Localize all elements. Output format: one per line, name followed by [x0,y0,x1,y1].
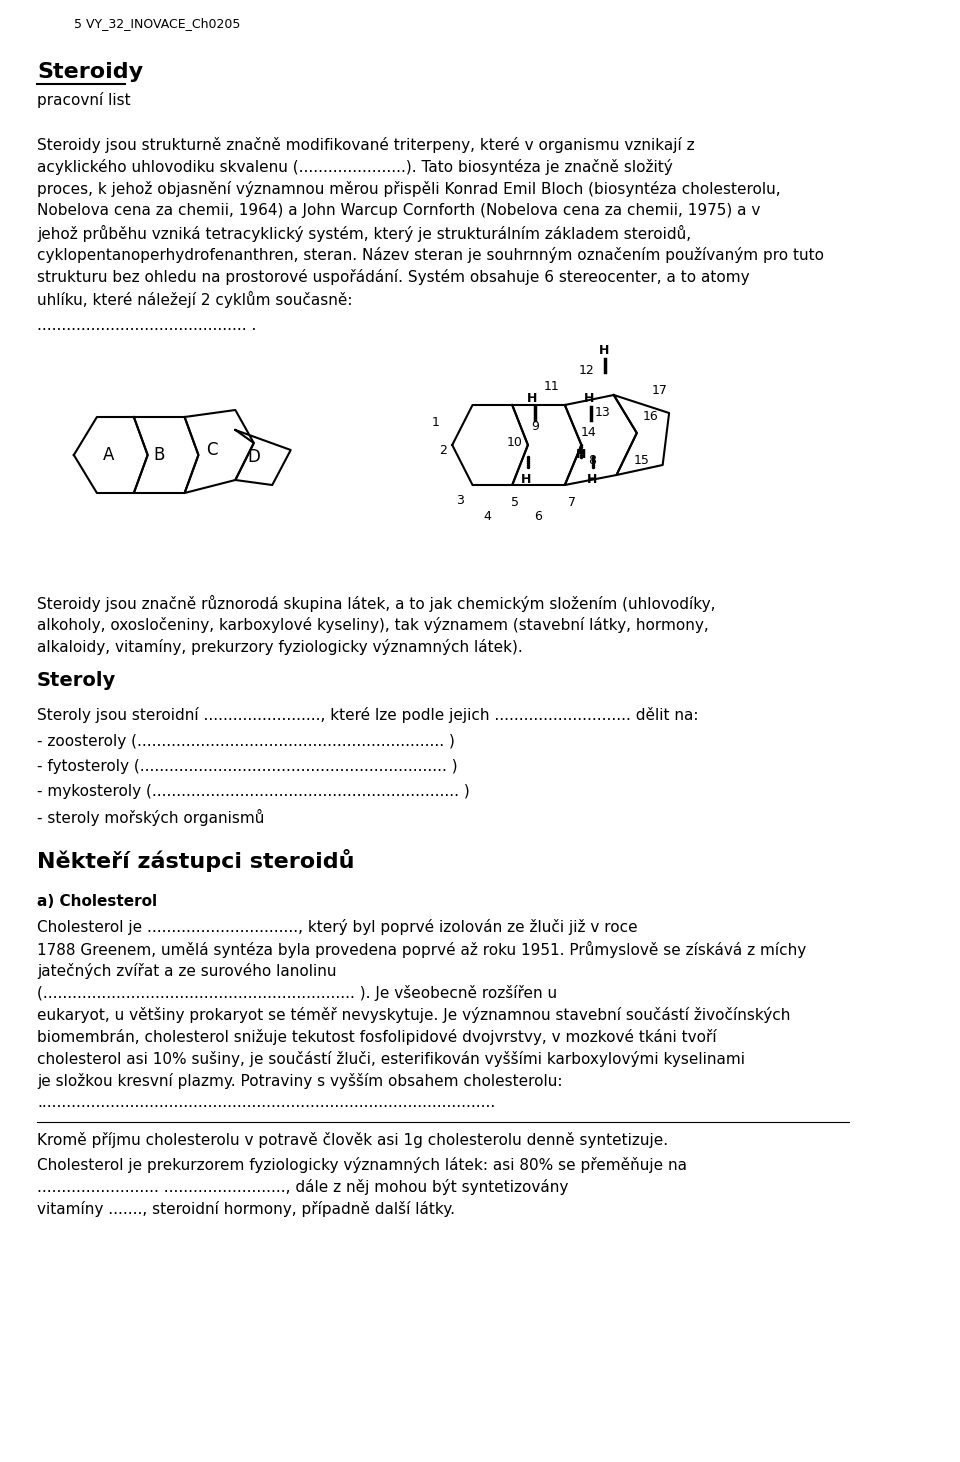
Text: Steroly: Steroly [36,671,116,690]
Text: - steroly mořských organismů: - steroly mořských organismů [36,808,264,826]
Text: B: B [153,446,164,463]
Text: - mykosteroly (............................................................... ): - mykosteroly (.........................… [36,784,469,800]
Text: 14: 14 [581,427,597,440]
Text: 4: 4 [484,510,492,523]
Text: ......................... ........................., dále z něj mohou být syntet: ......................... ..............… [36,1178,568,1194]
Text: Kromě příjmu cholesterolu v potravě člověk asi 1g cholesterolu denně syntetizuje: Kromě příjmu cholesterolu v potravě člov… [36,1132,668,1148]
Text: 13: 13 [595,406,611,420]
Text: D: D [248,447,260,466]
Text: 12: 12 [578,364,594,377]
Text: 6: 6 [534,510,542,523]
Text: Steroidy jsou značně různorodá skupina látek, a to jak chemickým složením (uhlov: Steroidy jsou značně různorodá skupina l… [36,595,715,613]
Text: 3: 3 [456,494,464,506]
Text: a) Cholesterol: a) Cholesterol [36,893,157,909]
Text: alkoholy, oxosločeniny, karboxylové kyseliny), tak významem (stavební látky, hor: alkoholy, oxosločeniny, karboxylové kyse… [36,617,708,633]
Text: - fytosteroly (............................................................... ): - fytosteroly (.........................… [36,759,458,773]
Text: Steroly jsou steroidní ........................, které lze podle jejich ........: Steroly jsou steroidní .................… [36,708,699,724]
Text: 5 VY_32_INOVACE_Ch0205: 5 VY_32_INOVACE_Ch0205 [74,18,240,31]
Text: 11: 11 [544,380,560,393]
Text: H: H [584,392,594,405]
Text: Nobelova cena za chemii, 1964) a John Warcup Cornforth (Nobelova cena za chemii,: Nobelova cena za chemii, 1964) a John Wa… [36,203,760,218]
Text: vitamíny ......., steroidní hormony, případně další látky.: vitamíny ......., steroidní hormony, pří… [36,1200,455,1216]
Text: 5: 5 [511,496,519,509]
Text: cholesterol asi 10% sušiny, je součástí žluči, esterifikován vyššími karboxylový: cholesterol asi 10% sušiny, je součástí … [36,1051,745,1067]
Text: Cholesterol je ..............................., který byl poprvé izolován ze žlu: Cholesterol je .........................… [36,920,637,936]
Text: H: H [576,447,587,461]
Text: 8: 8 [588,453,596,466]
Text: 1788 Greenem, umělá syntéza byla provedena poprvé až roku 1951. Průmyslově se zí: 1788 Greenem, umělá syntéza byla provede… [36,942,806,958]
Text: (................................................................ ). Je všeobecn: (.......................................… [36,985,557,1001]
Text: 15: 15 [634,453,649,466]
Text: H: H [527,392,538,405]
Text: jehož průběhu vzniká tetracyklický systém, který je strukturálním základem stero: jehož průběhu vzniká tetracyklický systé… [36,225,691,243]
Text: Steroidy jsou strukturně značně modifikované triterpeny, které v organismu vznik: Steroidy jsou strukturně značně modifiko… [36,137,694,154]
Text: H: H [588,474,598,485]
Text: 16: 16 [643,411,659,424]
Text: H: H [599,344,610,357]
Text: proces, k jehož objasnění významnou měrou přispěli Konrad Emil Bloch (biosyntéza: proces, k jehož objasnění významnou měro… [36,181,780,197]
Text: A: A [104,446,114,463]
Text: Někteří zástupci steroidů: Někteří zástupci steroidů [36,849,354,871]
Text: uhlíku, které náležejí 2 cyklům současně:: uhlíku, které náležejí 2 cyklům současně… [36,291,352,308]
Text: jatečných zvířat a ze surového lanolinu: jatečných zvířat a ze surového lanolinu [36,963,336,980]
Text: cyklopentanoperhydrofenanthren, steran. Název steran je souhrnným označením použ: cyklopentanoperhydrofenanthren, steran. … [36,247,824,263]
Text: 9: 9 [531,421,540,434]
Text: alkaloidy, vitamíny, prekurzory fyziologicky významných látek).: alkaloidy, vitamíny, prekurzory fyziolog… [36,639,522,655]
Text: ........................................... .: ........................................… [36,319,256,333]
Text: - zoosteroly (............................................................... ): - zoosteroly (..........................… [36,734,455,749]
Text: je složkou kresvní plazmy. Potraviny s vyšším obsahem cholesterolu:: je složkou kresvní plazmy. Potraviny s v… [36,1073,563,1089]
Text: C: C [206,442,218,459]
Text: ................................................................................: ........................................… [36,1095,495,1110]
Text: Cholesterol je prekurzorem fyziologicky významných látek: asi 80% se přeměňuje n: Cholesterol je prekurzorem fyziologicky … [36,1156,687,1173]
Text: Steroidy: Steroidy [36,61,143,82]
Text: H: H [521,474,531,485]
Text: 2: 2 [439,443,447,456]
Text: 10: 10 [507,437,523,449]
Text: 7: 7 [568,496,576,509]
Text: biomembrán, cholesterol snižuje tekutost fosfolipidové dvojvrstvy, v mozkové tká: biomembrán, cholesterol snižuje tekutost… [36,1029,716,1045]
Text: 17: 17 [652,383,668,396]
Text: eukaryot, u většiny prokaryot se téměř nevyskytuje. Je významnou stavební součás: eukaryot, u většiny prokaryot se téměř n… [36,1007,790,1023]
Text: pracovní list: pracovní list [36,92,131,108]
Text: 1: 1 [432,417,440,430]
Text: strukturu bez ohledu na prostorové uspořádání. Systém obsahuje 6 stereocenter, a: strukturu bez ohledu na prostorové uspoř… [36,269,750,285]
Text: acyklického uhlovodiku skvalenu (......................). Tato biosyntéza je zna: acyklického uhlovodiku skvalenu (.......… [36,159,673,175]
